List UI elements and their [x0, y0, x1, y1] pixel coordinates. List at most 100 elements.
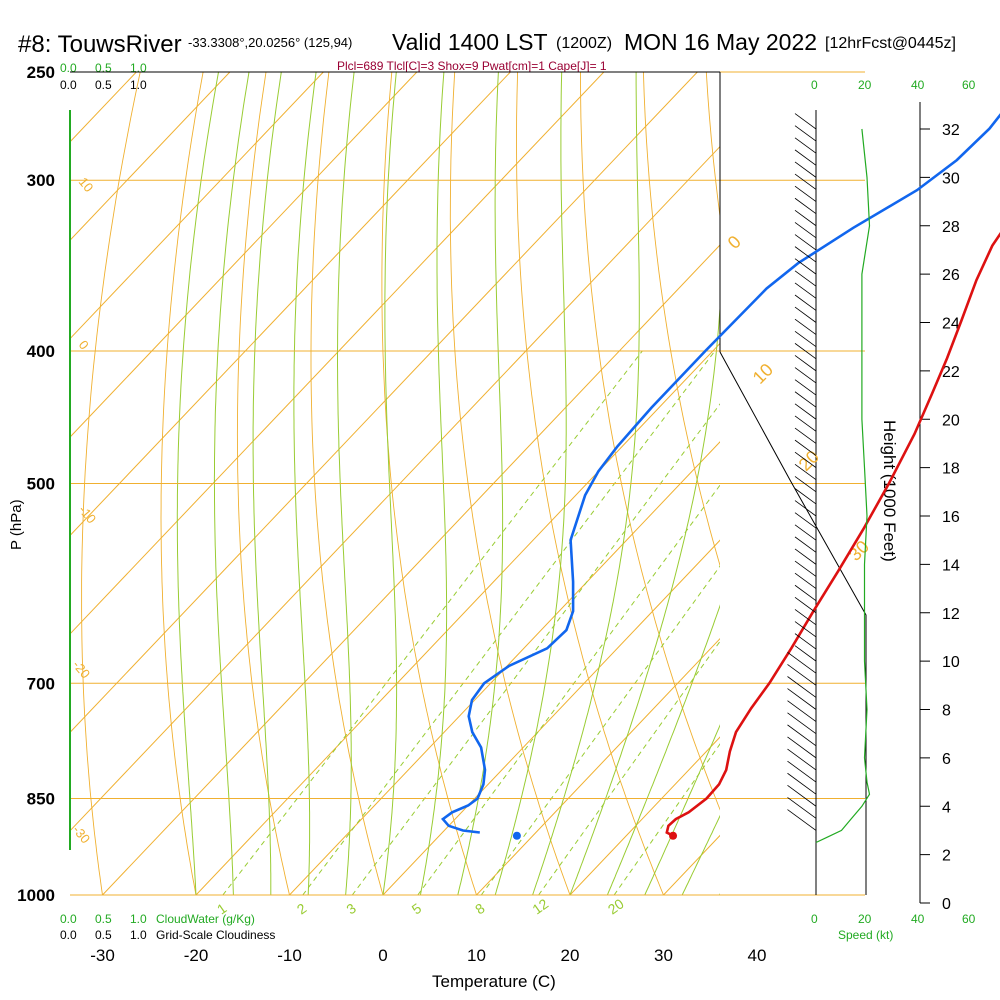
- speed-bottom-2: 40: [911, 912, 925, 926]
- mixing-ratio-1: [222, 350, 643, 895]
- speed-top-2: 40: [911, 78, 925, 92]
- y-tick-700: 700: [27, 674, 55, 693]
- wind-barb: [794, 161, 817, 178]
- forecast-label: [12hrFcst@0445z]: [825, 35, 956, 52]
- wind-barb: [794, 560, 817, 577]
- isotherm-0: [382, 539, 720, 895]
- height-tick-32: 32: [942, 122, 960, 139]
- wind-barb: [794, 536, 817, 553]
- isotherm--100: [70, 72, 231, 241]
- cloud-top-green-1: 0.5: [95, 61, 112, 75]
- mixing-ratio-3: [351, 403, 720, 895]
- moist-adiabat-4: [419, 72, 448, 895]
- dry-adiabat--20: [160, 72, 204, 895]
- wind-barb: [787, 676, 817, 698]
- speed-label: Speed (kt): [838, 928, 893, 942]
- speed-bottom-3: 60: [962, 912, 976, 926]
- mixing-label-5: 5: [409, 900, 425, 918]
- moist-adiabat-12: [494, 72, 567, 895]
- moist-adiabat--20: [176, 72, 219, 895]
- mixing-label-3: 3: [343, 900, 359, 918]
- x-axis-title: Temperature (C): [432, 972, 556, 991]
- wind-barb: [794, 258, 817, 275]
- wind-barb: [794, 149, 817, 166]
- series-layer: [440, 113, 1000, 840]
- y-tick-300: 300: [27, 171, 55, 190]
- wind-barb: [794, 367, 817, 384]
- moist-adiabat--4: [337, 72, 355, 895]
- wind-barb: [794, 210, 817, 227]
- cloud-top-green-0: 0.0: [60, 61, 77, 75]
- wind-barb: [794, 512, 817, 529]
- wind-barb: [794, 355, 817, 372]
- x-tick--10: -10: [277, 946, 302, 965]
- wind-barb: [787, 748, 817, 771]
- cloudiness-label: Grid-Scale Cloudiness: [156, 928, 275, 942]
- mixing-label-2: 2: [294, 900, 310, 918]
- mixing-label-12: 12: [529, 895, 551, 917]
- wind-barb: [794, 597, 817, 614]
- dry-adiabat--30: [81, 72, 141, 895]
- wind-barb: [794, 584, 817, 601]
- x-tick-30: 30: [654, 946, 673, 965]
- isotherm-label-10: 10: [749, 360, 777, 388]
- cold-isotherm-label-1: 0: [76, 337, 92, 352]
- cloud-bottom-green-1: 0.5: [95, 912, 112, 926]
- y-tick-850: 850: [27, 790, 55, 809]
- wind-barb: [794, 113, 817, 130]
- height-tick-12: 12: [942, 606, 960, 623]
- cloud-top-black-0: 0.0: [60, 78, 77, 92]
- isotherm-50: [851, 72, 1000, 895]
- cloudwater-label: CloudWater (g/Kg): [156, 912, 255, 926]
- station-title: #8: TouwsRiver: [18, 31, 182, 58]
- speed-top-3: 60: [962, 78, 976, 92]
- station-coords: -33.3308°,20.0256° (125,94): [188, 35, 352, 50]
- wind-barb: [794, 197, 817, 214]
- wind-barb: [794, 294, 817, 311]
- background-lines: [70, 71, 1000, 896]
- cloud-scale-bottom: 0.0 0.5 1.0 CloudWater (g/Kg) 0.0 0.5 1.…: [60, 912, 275, 942]
- series-dewpoint-line: [440, 113, 1000, 834]
- surface-temperature-dot: [669, 831, 678, 840]
- wind-barb: [794, 645, 817, 662]
- wind-barb: [794, 330, 817, 348]
- valid-date: MON 16 May 2022: [624, 29, 817, 55]
- wind-barb: [794, 137, 817, 154]
- valid-time: Valid 1400 LST: [392, 29, 548, 55]
- x-tick--20: -20: [184, 946, 209, 965]
- wind-barb: [794, 318, 817, 335]
- surface-dewpoint-dot: [512, 831, 521, 840]
- wind-barb: [794, 282, 817, 299]
- wind-barb: [794, 270, 817, 287]
- wind-barb: [794, 524, 817, 541]
- height-tick-16: 16: [942, 509, 960, 526]
- wind-barb: [794, 427, 817, 444]
- wind-barb: [787, 700, 817, 722]
- isotherm--80: [70, 72, 418, 438]
- isotherm--90: [70, 72, 324, 340]
- dry-adiabat-10: [381, 72, 477, 895]
- wind-barb: [794, 488, 817, 505]
- utc-time: (1200Z): [556, 35, 612, 52]
- moist-adiabat-0: [382, 72, 398, 895]
- cloud-top-green-2: 1.0: [130, 61, 147, 75]
- height-tick-10: 10: [942, 654, 960, 671]
- cloud-bottom-green-0: 0.0: [60, 912, 77, 926]
- moist-adiabat-16: [532, 72, 640, 895]
- wind-barb: [794, 609, 817, 626]
- height-tick-6: 6: [942, 751, 951, 768]
- x-tick-40: 40: [748, 946, 767, 965]
- cloud-bottom-black-0: 0.0: [60, 928, 77, 942]
- wind-barb: [787, 785, 817, 807]
- wind-barb: [787, 664, 817, 686]
- dry-adiabat-90: [895, 72, 1000, 895]
- wind-barb: [794, 379, 817, 396]
- speed-bottom-0: 0: [811, 912, 818, 926]
- wind-barb: [794, 234, 817, 251]
- mixing-label-20: 20: [605, 895, 627, 917]
- cloud-top-black-2: 1.0: [130, 78, 147, 92]
- speed-bottom-1: 20: [858, 912, 872, 926]
- cloud-bottom-black-2: 1.0: [130, 928, 147, 942]
- wind-barb: [787, 772, 817, 795]
